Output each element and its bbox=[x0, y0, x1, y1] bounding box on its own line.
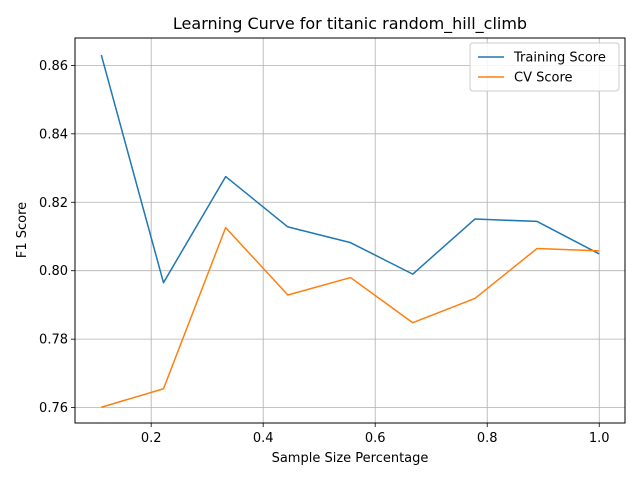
x-tick-label: 0.2 bbox=[141, 431, 162, 446]
y-tick-label: 0.80 bbox=[39, 264, 68, 279]
x-tick-label: 0.4 bbox=[253, 431, 274, 446]
y-axis-label: F1 Score bbox=[15, 202, 30, 258]
legend-label-cv-score: CV Score bbox=[514, 71, 573, 86]
y-tick-label: 0.82 bbox=[39, 196, 68, 211]
x-tick-label: 1.0 bbox=[589, 431, 610, 446]
y-axis: 0.76 0.78 0.80 0.82 0.84 0.86 bbox=[39, 59, 75, 416]
grid-lines bbox=[75, 38, 625, 423]
x-tick-label: 0.8 bbox=[477, 431, 498, 446]
chart-title: Learning Curve for titanic random_hill_c… bbox=[173, 14, 527, 34]
plot-area-frame bbox=[74, 37, 626, 424]
x-tick-label: 0.6 bbox=[365, 431, 386, 446]
x-axis-label: Sample Size Percentage bbox=[272, 451, 429, 466]
legend-box bbox=[469, 42, 620, 92]
legend-label-training-score: Training Score bbox=[513, 51, 606, 66]
y-tick-label: 0.84 bbox=[39, 127, 68, 142]
x-axis: 0.2 0.4 0.6 0.8 1.0 bbox=[141, 423, 610, 446]
legend: Training Score CV Score bbox=[469, 42, 620, 92]
y-tick-label: 0.76 bbox=[39, 401, 68, 416]
series-line-cv-score bbox=[101, 226, 600, 408]
y-tick-label: 0.86 bbox=[39, 59, 68, 74]
series-line-training-score bbox=[100, 54, 600, 284]
y-tick-label: 0.78 bbox=[39, 333, 68, 348]
series-lines bbox=[100, 54, 600, 408]
